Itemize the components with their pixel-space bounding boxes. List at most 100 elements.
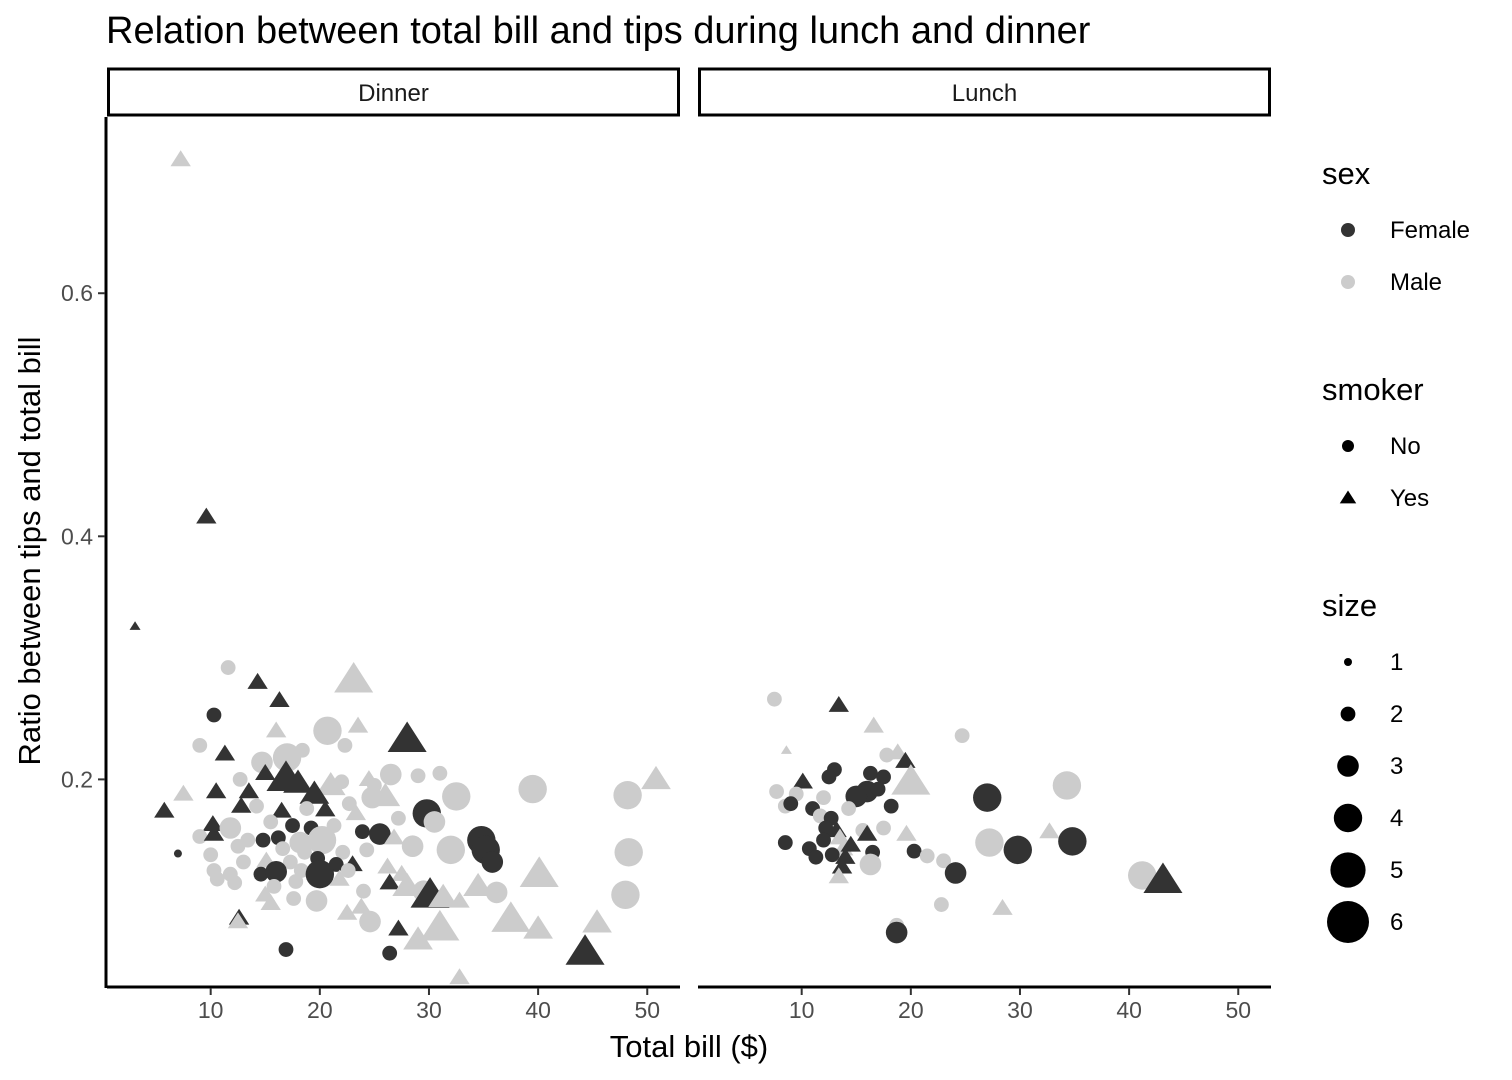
legend-label: 5 [1390, 857, 1403, 884]
data-point [1128, 861, 1157, 890]
data-point [975, 828, 1004, 857]
x-tick-label: 20 [898, 997, 924, 1023]
data-point [192, 829, 208, 844]
data-point [863, 765, 878, 781]
data-point [1039, 822, 1060, 839]
data-point [288, 874, 304, 889]
data-point [336, 903, 358, 920]
data-point [410, 768, 426, 784]
legend-item: 5 [1330, 852, 1403, 888]
data-point [828, 867, 849, 884]
data-point [614, 838, 643, 867]
legend-key-circle-icon [1341, 223, 1355, 237]
data-point [341, 796, 357, 812]
data-point [387, 721, 427, 753]
data-point [401, 835, 424, 858]
data-point [299, 780, 330, 804]
data-point [432, 765, 448, 781]
y-tick-label: 0.4 [61, 523, 93, 549]
data-point [369, 823, 391, 845]
legend-label: Yes [1390, 485, 1429, 512]
data-point [334, 661, 374, 693]
data-point [420, 909, 460, 941]
legend-item: Yes [1339, 485, 1429, 512]
data-point [253, 866, 269, 882]
data-point [485, 881, 508, 904]
data-point [613, 780, 642, 810]
data-point [780, 745, 792, 754]
data-point [863, 716, 884, 733]
legend-sex: sex Female Male [1322, 156, 1470, 296]
data-point [992, 898, 1013, 915]
data-point [209, 871, 225, 887]
legend-item: 4 [1333, 803, 1403, 833]
facet-strip-label: Dinner [358, 80, 429, 107]
data-point [403, 926, 433, 950]
data-point [354, 824, 370, 840]
data-point [202, 815, 224, 832]
data-point [449, 891, 470, 908]
data-point [275, 841, 291, 857]
data-point [285, 818, 300, 833]
chart-title: Relation between total bill and tips dur… [106, 10, 1091, 52]
data-point [481, 851, 504, 873]
data-point [214, 744, 236, 761]
data-point [876, 820, 891, 836]
data-point [436, 835, 465, 865]
data-point [282, 854, 298, 870]
data-point [278, 942, 294, 957]
data-point [192, 737, 208, 753]
data-point [299, 801, 315, 816]
data-point [206, 707, 222, 723]
legend-key-circle-icon [1342, 440, 1354, 452]
data-point [840, 835, 861, 852]
data-point [449, 968, 470, 985]
legend-size: size 1 2 3 4 5 6 [1322, 588, 1403, 943]
legend-label: Male [1390, 269, 1442, 296]
data-point [891, 764, 931, 795]
data-point [906, 843, 922, 859]
x-tick-label: 10 [789, 997, 815, 1023]
data-point [305, 859, 335, 889]
data-point [423, 811, 446, 833]
data-point [370, 782, 401, 807]
data-point [255, 832, 271, 848]
data-point [231, 796, 252, 813]
data-point [876, 769, 891, 785]
data-point [870, 781, 886, 797]
facet-strip-label: Lunch [952, 80, 1017, 107]
data-point [238, 782, 260, 799]
data-point [919, 848, 935, 864]
data-point [266, 878, 282, 894]
data-point [895, 751, 916, 768]
legend-item: Male [1341, 269, 1442, 296]
data-point [196, 507, 217, 524]
data-point [783, 796, 799, 812]
legend-key-triangle-icon [1339, 490, 1357, 504]
data-point [219, 817, 242, 839]
data-point [249, 798, 264, 814]
data-point [170, 150, 191, 167]
legend-item: Female [1341, 217, 1470, 244]
legend-title: sex [1322, 156, 1371, 191]
data-point [896, 824, 917, 841]
data-point [829, 828, 851, 845]
x-tick-label: 10 [198, 997, 224, 1023]
facet-panel-lunch: Lunch 10 20 30 40 50 [698, 67, 1271, 1023]
data-point [973, 783, 1002, 812]
legend-label: 6 [1390, 909, 1403, 936]
data-point [383, 828, 405, 845]
data-point [203, 824, 225, 841]
data-point [518, 774, 547, 804]
legend-label: No [1390, 433, 1421, 460]
data-points [767, 691, 1183, 944]
legend-item: 3 [1337, 753, 1403, 780]
data-point [769, 784, 784, 799]
data-point [329, 869, 350, 886]
y-axis-title: Ratio between tips and total bill [12, 336, 47, 765]
data-point [828, 695, 849, 712]
facet-panels: Dinner 10 20 30 40 50 0.2 0.4 0.6 Lunch 10 20 30 40 50 [61, 67, 1271, 1023]
y-tick-label: 0.2 [61, 766, 93, 792]
legend: sex Female Male smoker No Yes size 1 2 3 4 5 6 [1322, 156, 1470, 943]
